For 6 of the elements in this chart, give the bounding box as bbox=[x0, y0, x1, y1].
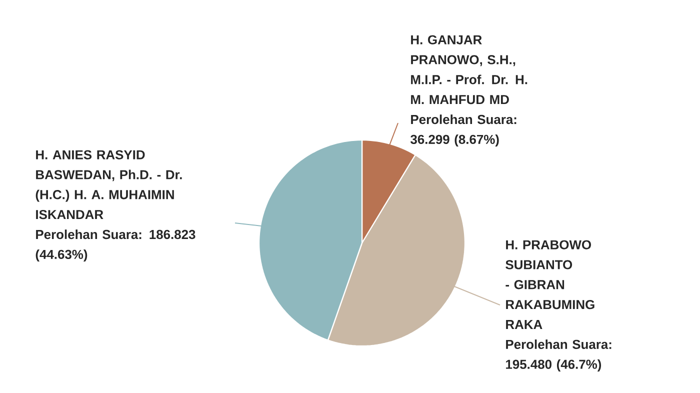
slice-label: H. ANIES RASYID BASWEDAN, Ph.D. - Dr. (H.C.) H. A. MUHAIMIN ISKANDAR bbox=[36, 150, 182, 220]
data-label: Perolehan Suara: 195.480 (46.7%) bbox=[506, 339, 612, 372]
data-label: Perolehan Suara: 36.299 (8.67%) bbox=[410, 114, 516, 147]
data-label: Perolehan Suara: 186.823 (44.63%) bbox=[36, 230, 196, 262]
slice-label: H. GANJAR PRANOWO, S.H., M.I.P. - Prof. Dr. H. M. MAHFUD MD bbox=[411, 35, 528, 104]
slice-label: H. PRABOWO SUBIANTO - GIBRAN RAKABUMING RAKA bbox=[506, 240, 594, 329]
